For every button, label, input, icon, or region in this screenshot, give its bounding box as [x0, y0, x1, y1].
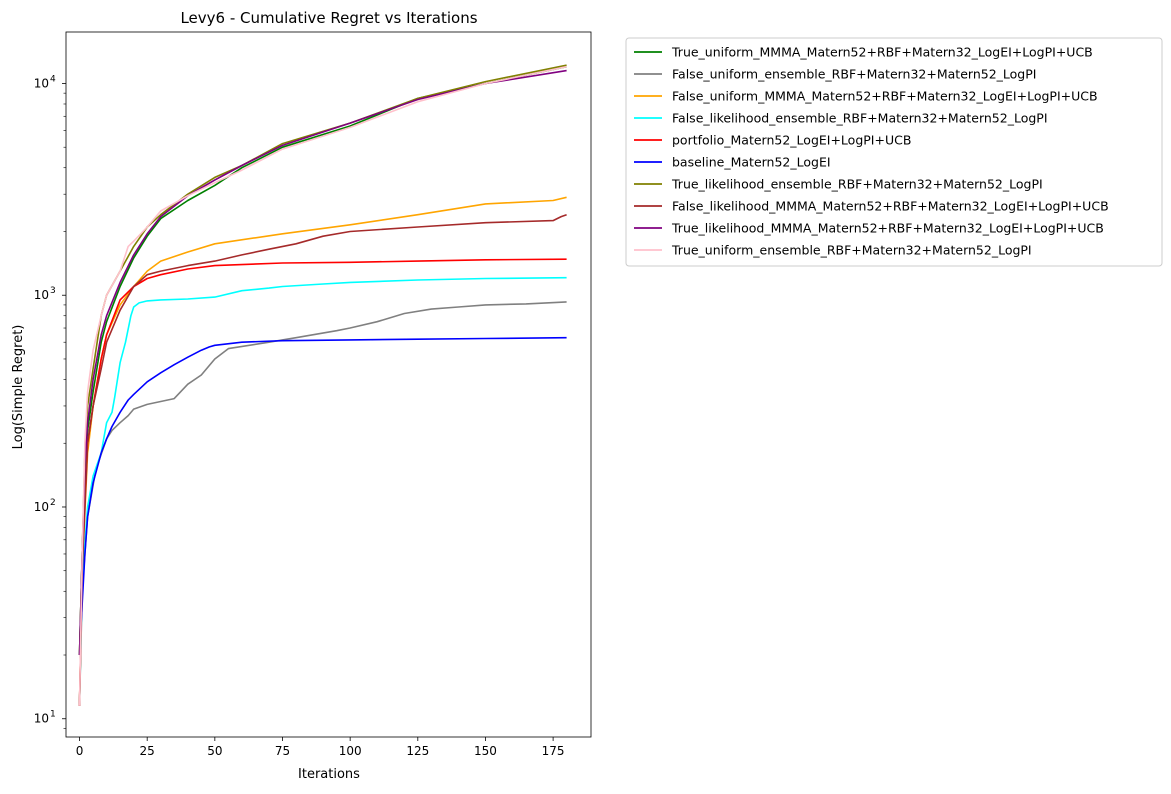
legend: True_uniform_MMMA_Matern52+RBF+Matern32_…: [625, 37, 1163, 267]
x-tick-label: 25: [140, 744, 155, 758]
plot-area: [65, 31, 592, 738]
plot-frame: [65, 31, 592, 738]
x-tick-label: 150: [474, 744, 497, 758]
y-tick-label: 10: [34, 288, 49, 302]
x-tick-label: 50: [207, 744, 222, 758]
legend-label-0: True_uniform_MMMA_Matern52+RBF+Matern32_…: [671, 45, 1093, 60]
x-tick-label: 125: [406, 744, 429, 758]
series-line-1: [78, 301, 567, 706]
y-tick-label: 10: [34, 500, 49, 514]
series-line-5: [78, 336, 567, 656]
y-tick-exponent: 2: [50, 498, 56, 508]
y-tick-exponent: 4: [50, 74, 56, 84]
x-tick-label: 75: [275, 744, 290, 758]
legend-label-9: True_uniform_ensemble_RBF+Matern32+Mater…: [671, 243, 1032, 258]
x-tick-label: 175: [542, 744, 565, 758]
series-line-9: [78, 65, 567, 706]
series-line-0: [78, 65, 567, 656]
legend-box: [625, 37, 1163, 267]
x-tick-label: 0: [76, 744, 84, 758]
x-tick-label: 100: [339, 744, 362, 758]
chart-title: Levy6 - Cumulative Regret vs Iterations: [180, 9, 477, 27]
y-tick-exponent: 3: [50, 286, 56, 296]
y-tick-label: 10: [34, 712, 49, 726]
legend-label-1: False_uniform_ensemble_RBF+Matern32+Mate…: [672, 67, 1036, 82]
y-tick-label: 10: [34, 76, 49, 90]
legend-label-5: baseline_Matern52_LogEI: [672, 155, 831, 170]
series-line-8: [78, 69, 567, 656]
x-axis: 0 25 50 75 100 125 150 175: [76, 737, 565, 758]
series-line-3: [78, 276, 567, 706]
legend-label-2: False_uniform_MMMA_Matern52+RBF+Matern32…: [672, 89, 1098, 104]
x-axis-label: Iterations: [298, 767, 360, 782]
series-line-4: [78, 258, 567, 706]
y-tick-exponent: 1: [50, 710, 56, 720]
legend-label-7: False_likelihood_MMMA_Matern52+RBF+Mater…: [672, 199, 1109, 214]
legend-label-6: True_likelihood_ensemble_RBF+Matern32+Ma…: [671, 177, 1043, 192]
legend-label-3: False_likelihood_ensemble_RBF+Matern32+M…: [672, 111, 1048, 126]
legend-label-4: portfolio_Matern52_LogEI+LogPI+UCB: [672, 133, 911, 148]
series-line-7: [78, 213, 567, 706]
legend-label-8: True_likelihood_MMMA_Matern52+RBF+Matern…: [671, 221, 1104, 236]
y-axis-label: Log(Simple Regret): [11, 325, 26, 450]
series-line-6: [78, 64, 567, 656]
